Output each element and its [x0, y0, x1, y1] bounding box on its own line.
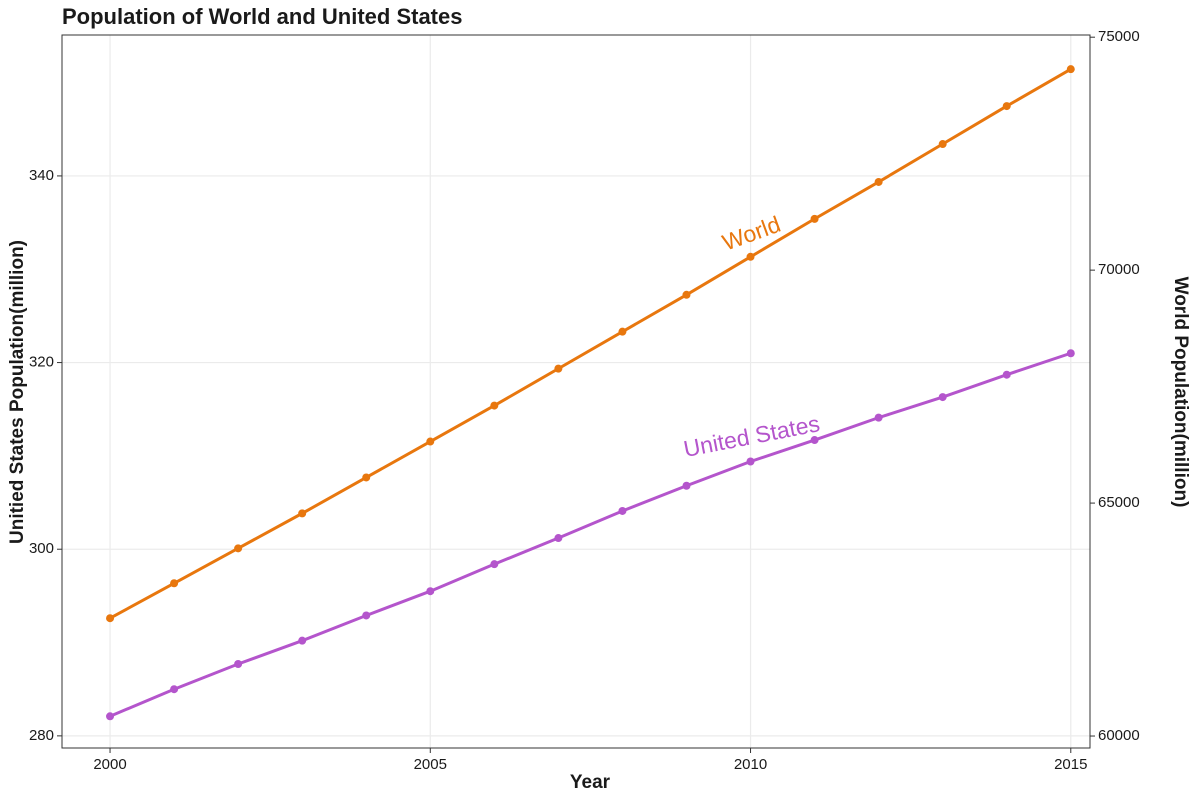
series-line [109, 67, 1072, 620]
data-point [682, 290, 691, 299]
series-label: United States [681, 410, 822, 462]
data-point [106, 712, 115, 721]
data-point [682, 481, 691, 490]
y2-tick-label: 75000 [1098, 28, 1140, 45]
data-point [938, 140, 947, 149]
y-tick-label: 280 [29, 727, 54, 744]
series-line [109, 351, 1072, 718]
data-point [362, 611, 371, 620]
x-tick-label: 2015 [1054, 756, 1087, 773]
data-point [618, 327, 627, 336]
data-point [426, 587, 435, 596]
data-point [554, 534, 563, 543]
data-point [1002, 102, 1011, 111]
chart-title: Population of World and United States [62, 4, 462, 29]
y2-axis-title: World Population(million) [1170, 277, 1191, 508]
data-point [938, 393, 947, 402]
y2-tick-label: 65000 [1098, 494, 1140, 511]
y-tick-label: 300 [29, 540, 54, 557]
data-point [1002, 370, 1011, 379]
x-tick-label: 2010 [734, 756, 767, 773]
data-point [490, 401, 499, 410]
data-point [298, 636, 307, 645]
data-point [810, 436, 819, 445]
data-point [1066, 349, 1075, 358]
data-point [554, 364, 563, 373]
x-axis-title: Year [570, 772, 611, 793]
data-point [170, 685, 179, 694]
data-point [746, 457, 755, 466]
y-tick-label: 320 [29, 354, 54, 371]
data-point [426, 437, 435, 446]
data-point [362, 473, 371, 482]
y2-tick-label: 70000 [1098, 261, 1140, 278]
data-point [170, 579, 179, 588]
y-tick-label: 340 [29, 167, 54, 184]
x-tick-label: 2005 [414, 756, 447, 773]
data-point [490, 560, 499, 569]
y2-tick-label: 60000 [1098, 727, 1140, 744]
series-label: World [719, 211, 784, 256]
data-point [874, 177, 883, 186]
data-point [234, 660, 243, 669]
data-point [298, 509, 307, 518]
data-point [618, 506, 627, 515]
data-point [810, 214, 819, 223]
x-tick-label: 2000 [93, 756, 126, 773]
plot-border [61, 34, 1091, 749]
data-point [1066, 65, 1075, 74]
data-point [106, 614, 115, 623]
data-point [874, 413, 883, 422]
y-axis-title: Unitied States Population(million) [7, 240, 28, 544]
data-point [746, 252, 755, 261]
data-point [234, 544, 243, 553]
